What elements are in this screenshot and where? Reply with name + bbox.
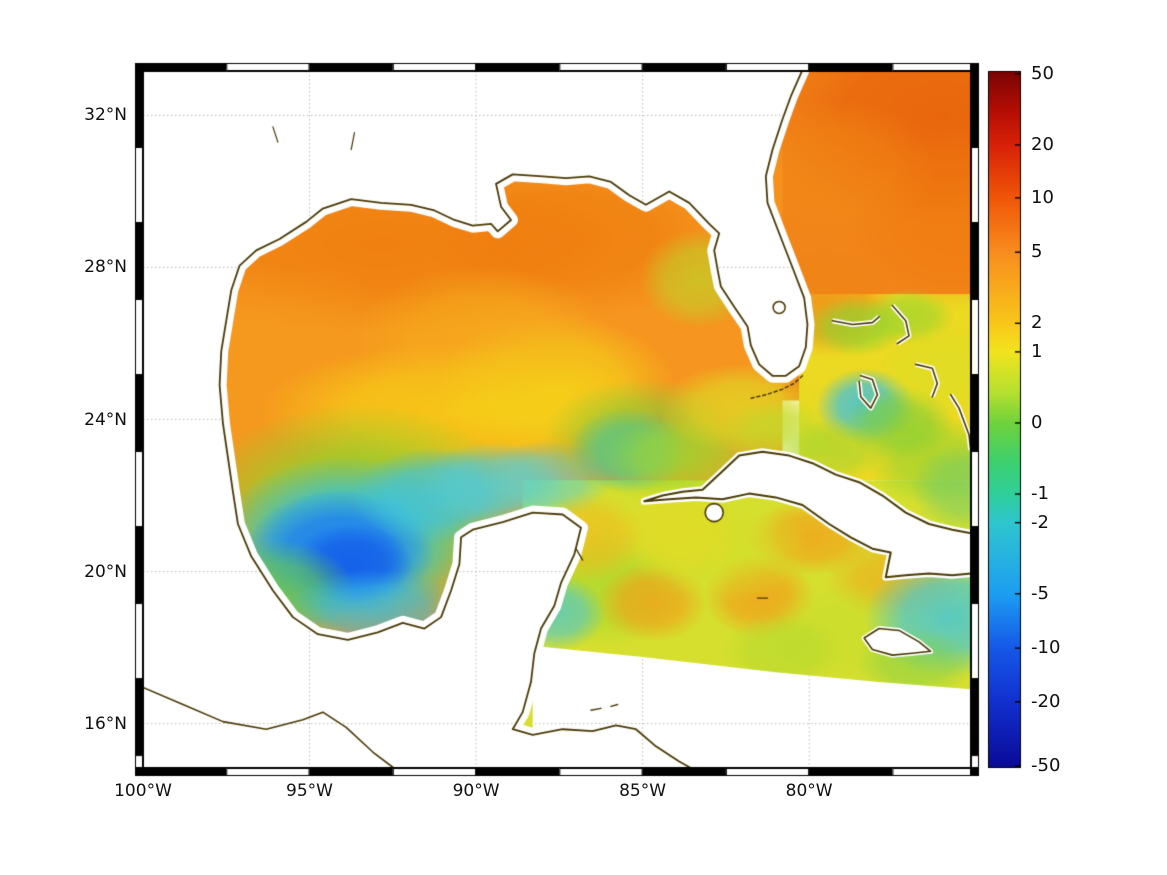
colorbar-tick-label: 2 [1031,312,1043,334]
y-tick-label: 20°N [84,561,127,582]
y-tick-label: 16°N [84,713,127,734]
y-tick-label: 24°N [84,409,127,430]
colorbar-tick-label: 0 [1031,411,1043,433]
x-tick-label: 80°W [785,781,833,801]
colorbar-tick-label: 5 [1031,241,1043,263]
x-tick-label: 90°W [452,781,500,801]
y-tick-label: 28°N [84,257,127,278]
y-tick-label: 32°N [84,105,127,126]
colorbar-tick-label: -20 [1031,690,1061,712]
colorbar-tick-label: -2 [1031,511,1049,533]
colorbar-tick-label: 20 [1031,133,1054,155]
x-tick-label: 95°W [286,781,334,801]
colorbar-tick-label: 50 [1031,62,1054,84]
colorbar-tick-label: -10 [1031,637,1061,659]
colorbar-tick-label: -5 [1031,582,1049,604]
x-tick-label: 85°W [619,781,667,801]
colorbar-tick-label: 1 [1031,340,1043,362]
x-tick-label: 100°W [114,781,172,801]
colorbar-tick-label: -1 [1031,483,1049,505]
colorbar-tick-label: 10 [1031,186,1054,208]
colorbar-tick-label: -50 [1031,754,1061,776]
